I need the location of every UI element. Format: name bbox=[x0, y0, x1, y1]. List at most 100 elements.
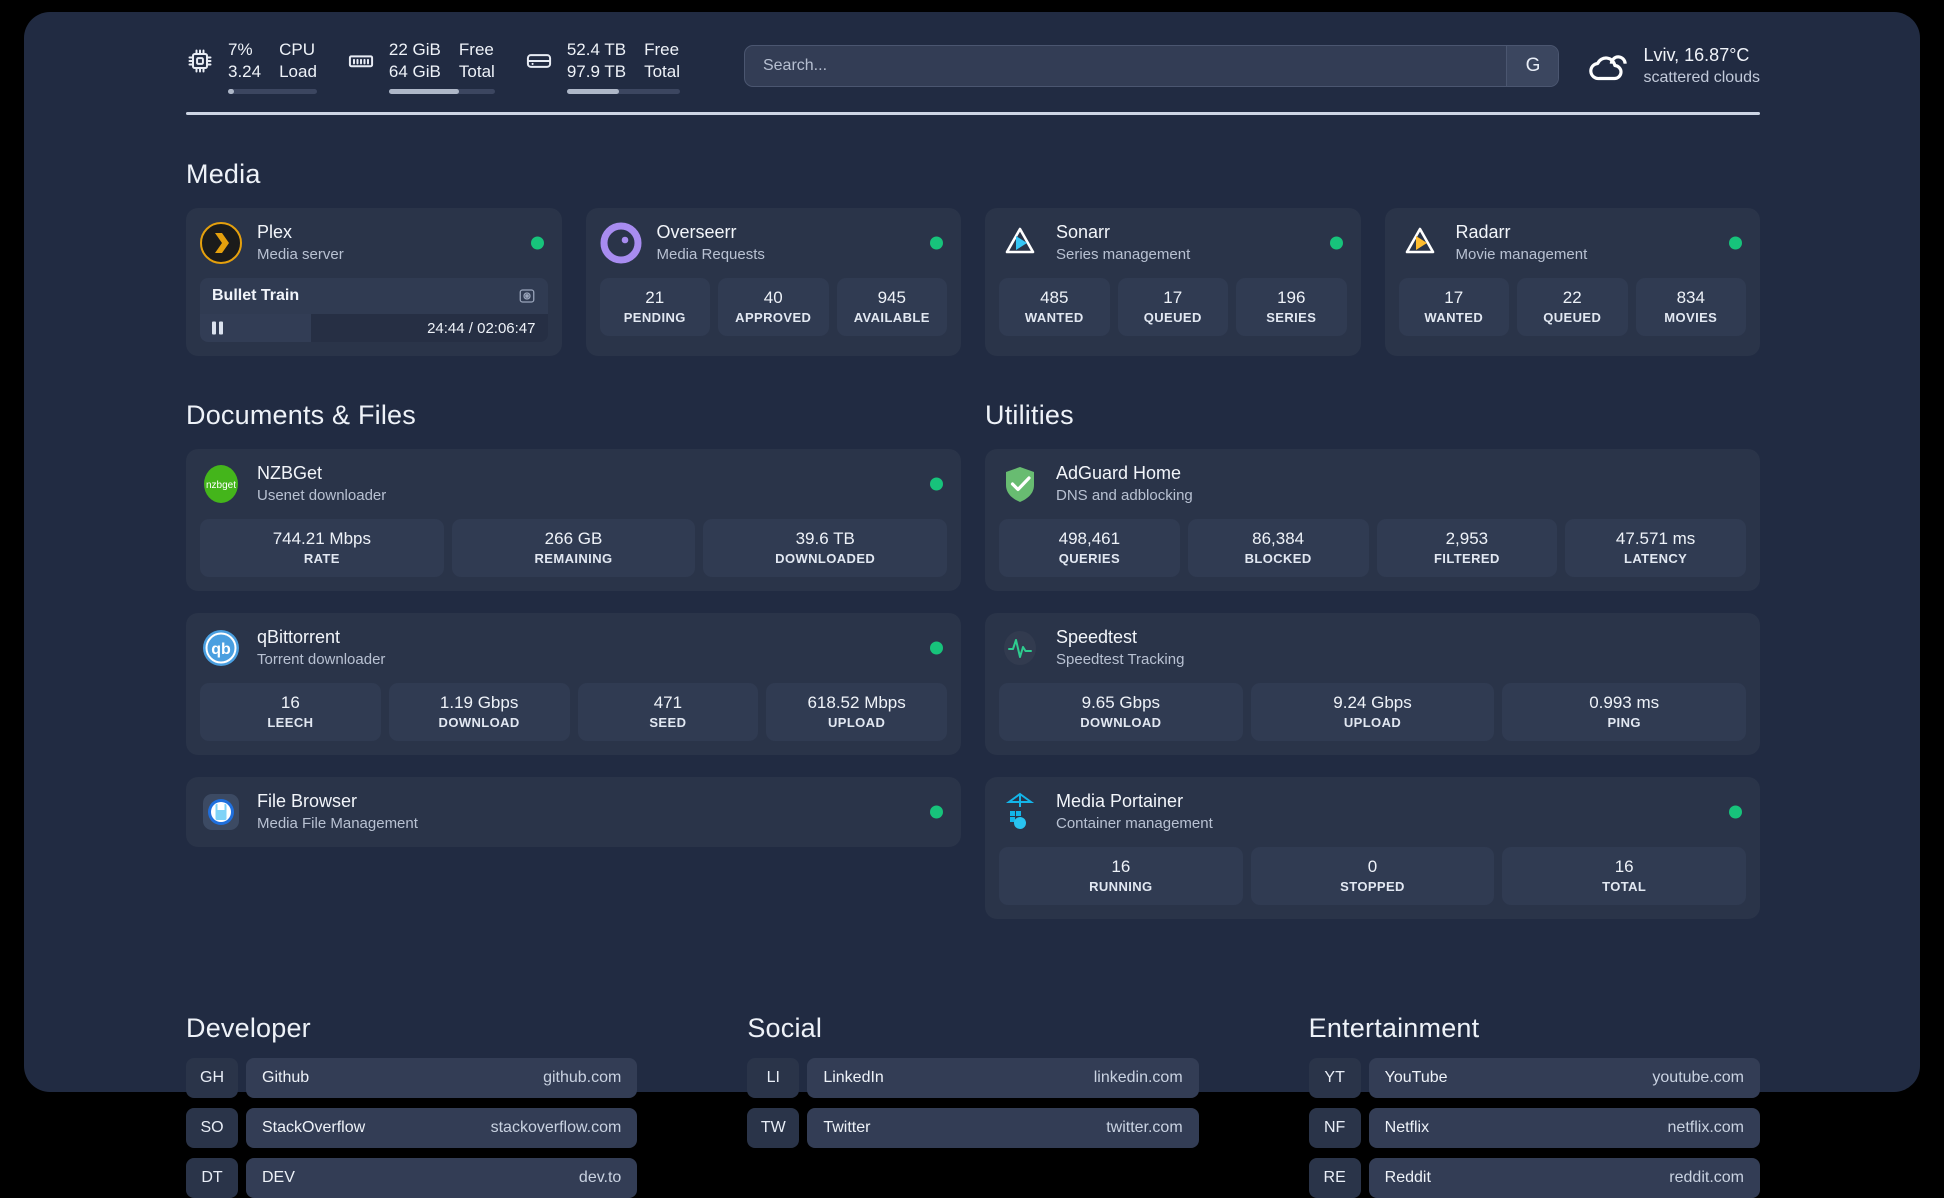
sonarr-icon bbox=[999, 222, 1041, 264]
service-name: Media Portainer bbox=[1056, 791, 1184, 811]
stat-value: 0.993 ms bbox=[1589, 693, 1660, 712]
stat-label: DOWNLOAD bbox=[438, 715, 520, 730]
nzbget-icon: nzbget bbox=[200, 463, 242, 505]
bookmark-name: LinkedIn bbox=[823, 1069, 884, 1086]
search-input[interactable] bbox=[744, 46, 1507, 86]
stat-tile: 2,953 FILTERED bbox=[1376, 519, 1558, 577]
storage-usage-bar bbox=[566, 88, 680, 94]
bookmark-url: reddit.com bbox=[1669, 1169, 1744, 1186]
stat-value: 266 GB bbox=[544, 529, 603, 548]
ram-icon bbox=[347, 47, 375, 75]
cpu-usage-bar bbox=[228, 88, 317, 94]
service-desc: Series management bbox=[1056, 246, 1191, 263]
bookmark-item[interactable]: YT YouTube youtube.com bbox=[1308, 1058, 1760, 1098]
bookmark-item[interactable]: SO StackOverflow stackoverflow.com bbox=[186, 1108, 638, 1148]
stat-label: LATENCY bbox=[1624, 551, 1688, 566]
stat-value: 0 bbox=[1367, 857, 1378, 876]
utilities-card-list: AdGuard Home DNS and adblocking 498,461 … bbox=[985, 449, 1760, 919]
service-card-adguard-home[interactable]: AdGuard Home DNS and adblocking 498,461 … bbox=[985, 449, 1760, 591]
service-desc: Speedtest Tracking bbox=[1056, 651, 1185, 668]
bookmark-abbr: DT bbox=[186, 1158, 238, 1198]
speedtest-icon bbox=[999, 627, 1041, 669]
stat-label: PENDING bbox=[623, 310, 686, 325]
status-badge bbox=[530, 236, 544, 250]
stat-label: STOPPED bbox=[1340, 879, 1405, 894]
bookmark-group-entertainment: Entertainment YT YouTube youtube.com NF … bbox=[1308, 969, 1760, 1198]
stat-tile: 21 PENDING bbox=[599, 278, 710, 336]
disk-icon bbox=[525, 47, 553, 75]
service-card-media-portainer[interactable]: Media Portainer Container management 16 … bbox=[985, 777, 1760, 919]
stat-tile: 17 WANTED bbox=[1398, 278, 1509, 336]
stat-tile: 40 APPROVED bbox=[718, 278, 829, 336]
stat-tile: 266 GB REMAINING bbox=[451, 519, 696, 577]
memory-label-bottom: Total bbox=[458, 61, 495, 81]
service-card-sonarr[interactable]: Sonarr Series management 485 WANTED 17 Q… bbox=[985, 208, 1361, 356]
service-card-plex[interactable]: Plex Media server Bullet Train bbox=[186, 208, 562, 356]
stat-label: APPROVED bbox=[735, 310, 812, 325]
bookmark-name: StackOverflow bbox=[262, 1119, 366, 1136]
stat-value: 39.6 TB bbox=[795, 529, 855, 548]
top-bar: 7% 3.24 CPU Load bbox=[186, 12, 1760, 98]
plex-icon bbox=[200, 222, 242, 264]
stat-tile: 1.19 Gbps DOWNLOAD bbox=[388, 683, 570, 741]
search-engine-button[interactable]: G bbox=[1506, 46, 1559, 86]
service-name: Radarr bbox=[1455, 222, 1511, 242]
stat-value: 471 bbox=[653, 693, 683, 712]
bookmark-name: Twitter bbox=[823, 1119, 871, 1136]
cpu-icon bbox=[186, 47, 214, 75]
memory-total-value: 64 GiB bbox=[388, 61, 441, 81]
svg-text:nzbget: nzbget bbox=[206, 480, 236, 491]
bookmark-item[interactable]: RE Reddit reddit.com bbox=[1308, 1158, 1760, 1198]
section-title-documents: Documents & Files bbox=[186, 400, 416, 430]
stat-tile: 39.6 TB DOWNLOADED bbox=[703, 519, 948, 577]
status-badge bbox=[1729, 236, 1742, 250]
bookmark-item[interactable]: TW Twitter twitter.com bbox=[747, 1108, 1199, 1148]
playback-progress-bar[interactable] bbox=[200, 314, 312, 342]
service-name: File Browser bbox=[257, 791, 358, 811]
media-card-grid: Plex Media server Bullet Train bbox=[186, 208, 1760, 356]
stat-tile: 22 QUEUED bbox=[1517, 278, 1628, 336]
stat-value: 17 bbox=[1444, 288, 1464, 307]
stat-tile: 9.65 Gbps DOWNLOAD bbox=[999, 683, 1243, 741]
stat-label: SEED bbox=[649, 715, 687, 730]
memory-widget[interactable]: 22 GiB 64 GiB Free Total bbox=[347, 39, 495, 94]
bookmark-group-developer: Developer GH Github github.com SO StackO… bbox=[186, 969, 638, 1198]
service-card-speedtest[interactable]: Speedtest Speedtest Tracking 9.65 Gbps D… bbox=[985, 613, 1760, 755]
service-card-qbittorrent[interactable]: qb qBittorrent Torrent downloader bbox=[186, 613, 961, 755]
bookmark-name: YouTube bbox=[1384, 1069, 1448, 1086]
bookmark-group-social: Social LI LinkedIn linkedin.com TW Twitt… bbox=[747, 969, 1199, 1198]
cast-icon[interactable] bbox=[518, 287, 536, 305]
stat-label: UPLOAD bbox=[827, 715, 886, 730]
stat-label: UPLOAD bbox=[1343, 715, 1402, 730]
storage-widget[interactable]: 52.4 TB 97.9 TB Free Total bbox=[525, 39, 680, 94]
service-card-nzbget[interactable]: nzbget NZBGet Usenet downloader 74 bbox=[186, 449, 961, 591]
status-badge bbox=[930, 236, 943, 250]
bookmark-item[interactable]: LI LinkedIn linkedin.com bbox=[747, 1058, 1199, 1098]
bookmark-url: stackoverflow.com bbox=[490, 1119, 622, 1136]
header-divider bbox=[186, 112, 1760, 115]
service-card-radarr[interactable]: Radarr Movie management 17 WANTED 22 QUE… bbox=[1384, 208, 1760, 356]
cpu-label-bottom: Load bbox=[279, 61, 317, 81]
weather-widget[interactable]: Lviv, 16.87°C scattered clouds bbox=[1587, 43, 1760, 89]
stat-tile: 945 AVAILABLE bbox=[836, 278, 947, 336]
stat-value: 9.65 Gbps bbox=[1081, 693, 1161, 712]
search-bar[interactable]: G bbox=[743, 45, 1560, 87]
adguard-icon bbox=[999, 463, 1041, 505]
stat-tile: 47.571 ms LATENCY bbox=[1565, 519, 1746, 577]
bookmark-url: dev.to bbox=[578, 1169, 622, 1186]
pause-icon[interactable] bbox=[212, 321, 223, 335]
stat-tile: 834 MOVIES bbox=[1635, 278, 1746, 336]
bookmark-item[interactable]: DT DEV dev.to bbox=[186, 1158, 638, 1198]
bookmark-item[interactable]: NF Netflix netflix.com bbox=[1308, 1108, 1760, 1148]
service-card-overseerr[interactable]: Overseerr Media Requests 21 PENDING 40 A… bbox=[585, 208, 961, 356]
service-card-file-browser[interactable]: File Browser Media File Management bbox=[186, 777, 961, 847]
radarr-icon bbox=[1399, 222, 1441, 264]
plex-player[interactable]: Bullet Train 24:44 / 02:06:47 bbox=[200, 278, 548, 342]
stat-value: 17 bbox=[1163, 288, 1183, 307]
stat-value: 16 bbox=[1111, 857, 1131, 876]
cloud-icon bbox=[1587, 46, 1628, 86]
cpu-widget[interactable]: 7% 3.24 CPU Load bbox=[186, 39, 317, 94]
bookmark-item[interactable]: GH Github github.com bbox=[186, 1058, 638, 1098]
stat-value: 945 bbox=[877, 288, 906, 307]
bookmark-url: linkedin.com bbox=[1093, 1069, 1183, 1086]
